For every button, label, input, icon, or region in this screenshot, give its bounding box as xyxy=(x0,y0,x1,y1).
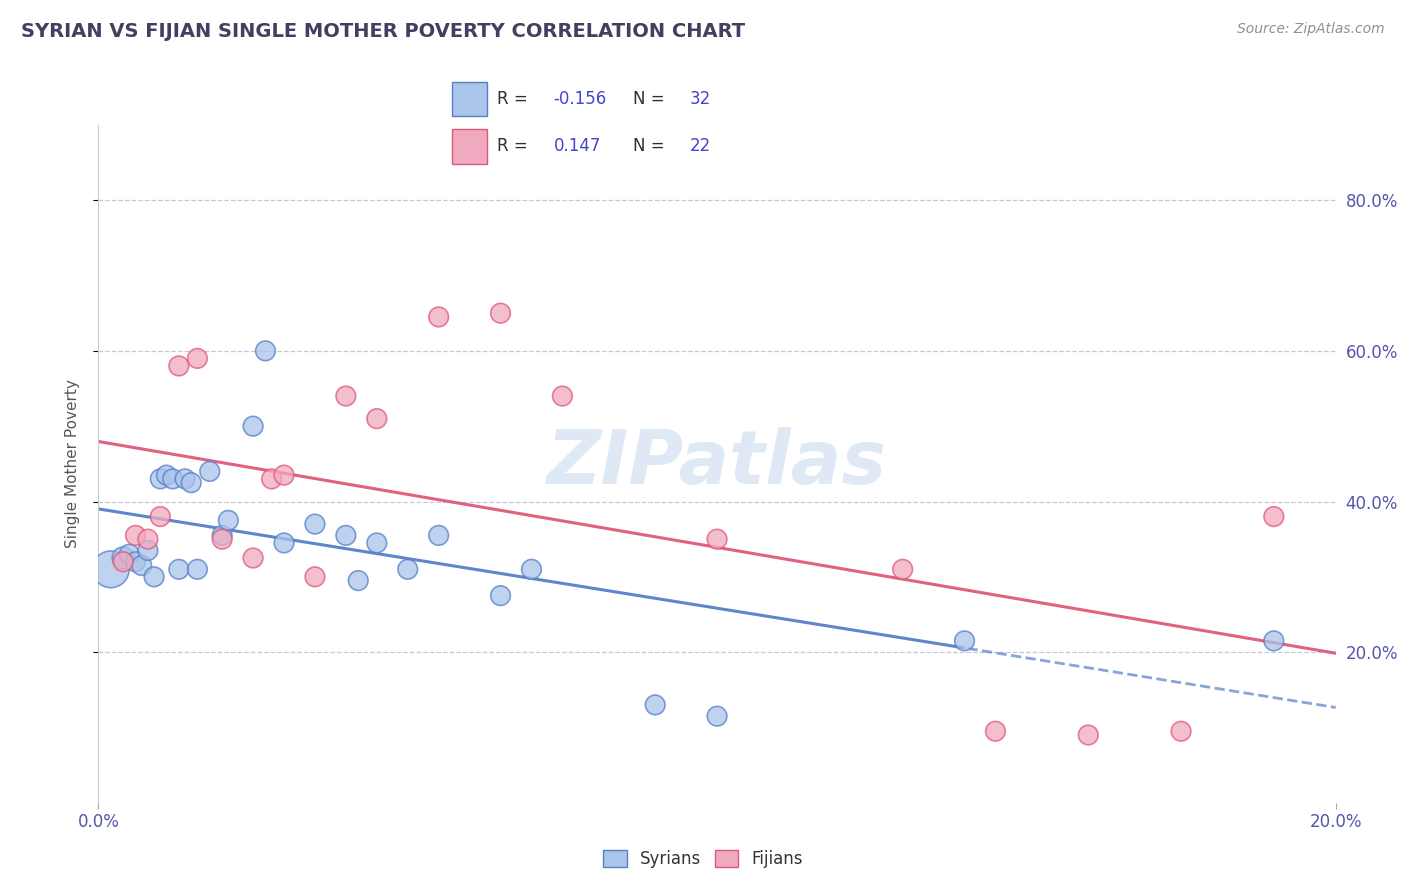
Point xyxy=(124,555,146,569)
Point xyxy=(1263,509,1285,524)
Point xyxy=(131,558,153,573)
Point xyxy=(396,562,419,576)
Point xyxy=(100,562,122,576)
Point xyxy=(112,555,135,569)
Point xyxy=(143,570,166,584)
Point xyxy=(167,562,190,576)
Point xyxy=(304,570,326,584)
Point xyxy=(366,411,388,425)
Point xyxy=(149,509,172,524)
Text: N =: N = xyxy=(633,90,669,108)
Point xyxy=(347,574,370,588)
Point xyxy=(167,359,190,373)
Point xyxy=(124,528,146,542)
Point xyxy=(211,528,233,542)
Point xyxy=(260,472,283,486)
Text: SYRIAN VS FIJIAN SINGLE MOTHER POVERTY CORRELATION CHART: SYRIAN VS FIJIAN SINGLE MOTHER POVERTY C… xyxy=(21,22,745,41)
Text: 22: 22 xyxy=(690,137,711,155)
Point xyxy=(984,724,1007,739)
Point xyxy=(254,343,277,358)
Point xyxy=(551,389,574,403)
Point xyxy=(273,468,295,483)
Point xyxy=(1170,724,1192,739)
Point xyxy=(1263,633,1285,648)
Point xyxy=(136,532,159,546)
Point xyxy=(112,551,135,566)
Point xyxy=(520,562,543,576)
Point xyxy=(489,589,512,603)
Point xyxy=(953,633,976,648)
Text: ZIPatlas: ZIPatlas xyxy=(547,427,887,500)
Text: R =: R = xyxy=(496,90,533,108)
Point xyxy=(273,536,295,550)
FancyBboxPatch shape xyxy=(453,81,486,117)
Text: 32: 32 xyxy=(690,90,711,108)
Point xyxy=(118,547,141,561)
Point xyxy=(180,475,202,490)
Point xyxy=(1077,728,1099,742)
Text: 0.147: 0.147 xyxy=(554,137,600,155)
Point xyxy=(198,464,221,478)
Point xyxy=(366,536,388,550)
Point xyxy=(162,472,184,486)
Point xyxy=(427,528,450,542)
Legend: Syrians, Fijians: Syrians, Fijians xyxy=(596,843,810,875)
Text: Source: ZipAtlas.com: Source: ZipAtlas.com xyxy=(1237,22,1385,37)
Point xyxy=(155,468,177,483)
Text: R =: R = xyxy=(496,137,533,155)
Point xyxy=(706,532,728,546)
Y-axis label: Single Mother Poverty: Single Mother Poverty xyxy=(65,379,80,549)
Point xyxy=(174,472,197,486)
Text: -0.156: -0.156 xyxy=(554,90,607,108)
Point xyxy=(644,698,666,712)
Point xyxy=(149,472,172,486)
Point xyxy=(335,528,357,542)
Point xyxy=(304,517,326,532)
Point xyxy=(217,513,239,527)
Text: N =: N = xyxy=(633,137,669,155)
Point xyxy=(427,310,450,324)
Point xyxy=(335,389,357,403)
Point xyxy=(211,532,233,546)
Point xyxy=(891,562,914,576)
Point xyxy=(136,543,159,558)
Point xyxy=(242,551,264,566)
Point xyxy=(242,419,264,434)
Point xyxy=(489,306,512,320)
FancyBboxPatch shape xyxy=(453,128,486,163)
Point xyxy=(706,709,728,723)
Point xyxy=(186,562,208,576)
Point xyxy=(186,351,208,366)
